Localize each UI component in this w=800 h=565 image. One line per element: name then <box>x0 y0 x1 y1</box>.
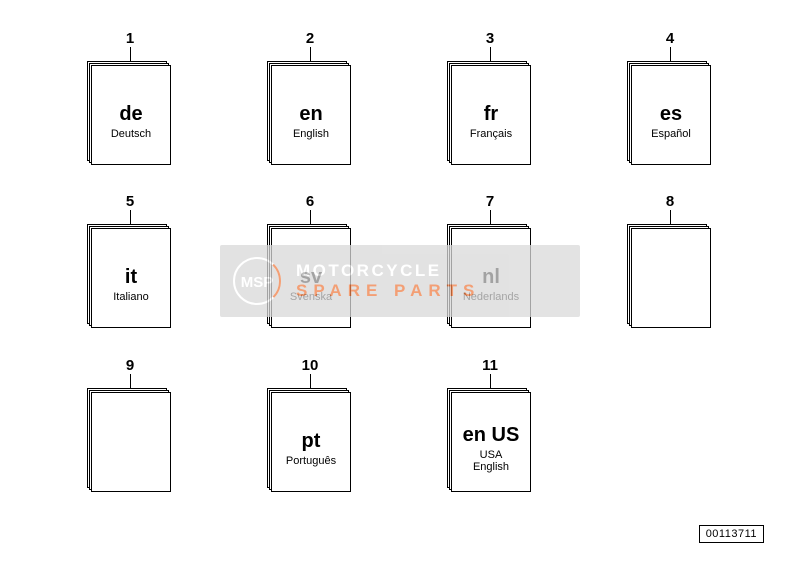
book-icon: de Deutsch <box>87 61 173 169</box>
lang-code: en <box>299 104 322 124</box>
item-number: 1 <box>126 30 134 47</box>
connector-line <box>130 210 131 224</box>
book-icon: es Español <box>627 61 713 169</box>
lang-code: en US <box>463 425 520 445</box>
connector-line <box>490 47 491 61</box>
item-number: 7 <box>486 193 494 210</box>
lang-code: sv <box>300 267 322 287</box>
grid-cell: 4 es Español <box>580 30 760 183</box>
item-number: 2 <box>306 30 314 47</box>
grid-cell <box>580 357 760 510</box>
grid-cell: 2 en English <box>220 30 400 183</box>
book-icon: it Italiano <box>87 224 173 332</box>
book-icon: fr Français <box>447 61 533 169</box>
item-number: 10 <box>302 357 319 374</box>
lang-name: Nederlands <box>463 291 519 303</box>
grid-cell: 6 sv Svenska <box>220 193 400 346</box>
book-icon: sv Svenska <box>267 224 353 332</box>
grid-cell: 11 en US USAEnglish <box>400 357 580 510</box>
grid-cell: 1 de Deutsch <box>40 30 220 183</box>
lang-name: Svenska <box>290 291 332 303</box>
lang-code: it <box>125 267 137 287</box>
connector-line <box>130 374 131 388</box>
lang-name: Français <box>470 128 512 140</box>
connector-line <box>670 47 671 61</box>
part-number: 00113711 <box>699 525 764 543</box>
grid-cell: 8 <box>580 193 760 346</box>
lang-name: Português <box>286 455 336 467</box>
item-number: 3 <box>486 30 494 47</box>
language-grid: 1 de Deutsch 2 en English 3 fr Français 4 es Españo… <box>40 30 760 510</box>
lang-code: pt <box>302 431 321 451</box>
item-number: 8 <box>666 193 674 210</box>
book-icon: en US USAEnglish <box>447 388 533 496</box>
lang-name: Deutsch <box>111 128 151 140</box>
grid-cell: 3 fr Français <box>400 30 580 183</box>
connector-line <box>310 210 311 224</box>
grid-cell: 10 pt Português <box>220 357 400 510</box>
lang-name: Español <box>651 128 691 140</box>
grid-cell: 9 <box>40 357 220 510</box>
connector-line <box>490 210 491 224</box>
lang-code: de <box>119 104 142 124</box>
lang-code: es <box>660 104 682 124</box>
connector-line <box>490 374 491 388</box>
grid-cell: 7 nl Nederlands <box>400 193 580 346</box>
item-number: 4 <box>666 30 674 47</box>
book-icon: en English <box>267 61 353 169</box>
lang-name: English <box>293 128 329 140</box>
item-number: 9 <box>126 357 134 374</box>
connector-line <box>670 210 671 224</box>
lang-code: nl <box>482 267 500 287</box>
item-number: 5 <box>126 193 134 210</box>
grid-cell: 5 it Italiano <box>40 193 220 346</box>
connector-line <box>310 47 311 61</box>
book-icon: pt Português <box>267 388 353 496</box>
lang-name: USAEnglish <box>473 449 509 473</box>
item-number: 11 <box>482 357 498 374</box>
item-number: 6 <box>306 193 314 210</box>
connector-line <box>310 374 311 388</box>
connector-line <box>130 47 131 61</box>
book-icon <box>87 388 173 496</box>
book-icon: nl Nederlands <box>447 224 533 332</box>
lang-code: fr <box>484 104 498 124</box>
book-icon <box>627 224 713 332</box>
lang-name: Italiano <box>113 291 148 303</box>
